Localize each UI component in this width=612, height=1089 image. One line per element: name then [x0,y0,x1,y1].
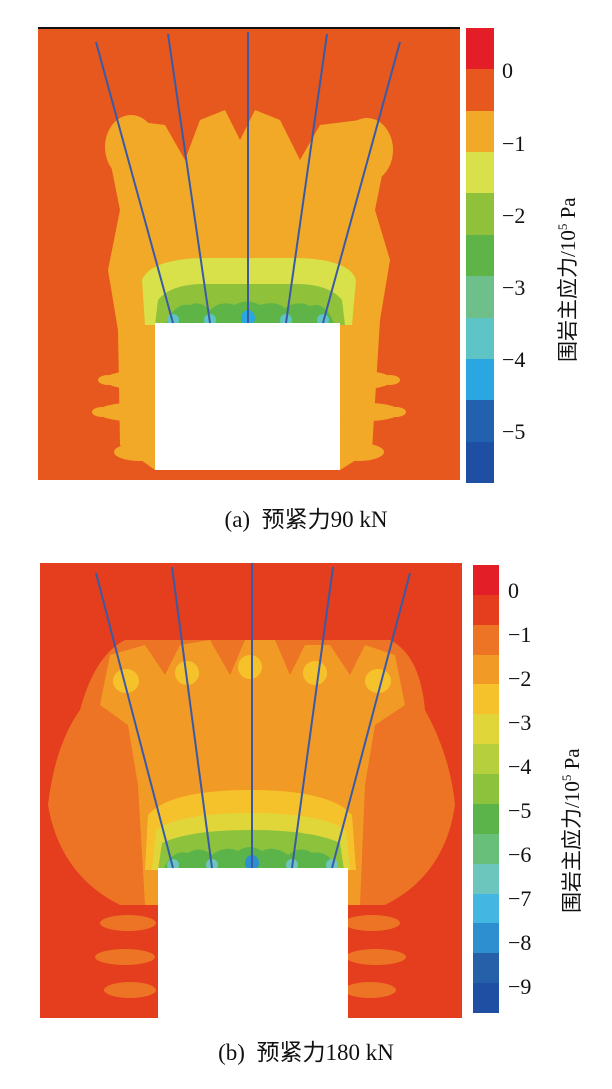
caption-a: (a) 预紧力90 kN [0,500,612,534]
colorbar-title-text: 围岩主应力/10 [560,781,584,913]
anchor-rod [291,566,334,869]
contour-striation [386,407,406,417]
colorbar-tick-label: −5 [508,797,532,823]
colorbar-segment [466,358,494,401]
contour-striation [332,443,384,461]
tunnel-opening [155,323,340,470]
colorbar-tick-label: −4 [508,754,532,780]
colorbar-title-exponent: 5 [555,223,570,231]
colorbar-title-b: 围岩主应力/105 Pa [556,748,586,913]
caption-text: 预紧力180 kN [256,1040,394,1065]
colorbar-tick-label: −2 [508,666,532,692]
contour-striation [344,982,396,998]
colorbar-b [473,565,499,1014]
contour-striation [98,403,162,421]
colorbar-segment [473,624,499,656]
contour-lobe-core [238,655,262,679]
colorbar-segment [466,28,494,70]
panel-label: (b) [218,1040,245,1065]
colorbar-title-a: 围岩主应力/105 Pa [552,197,582,362]
colorbar-segment [473,684,499,715]
colorbar-title-unit: Pa [560,748,584,770]
contour-striation [104,982,156,998]
anchor-rod [95,572,174,869]
colorbar-segment [466,441,494,484]
colorbar-tick-label: −6 [508,841,532,867]
colorbar-tick-label: −7 [508,885,532,911]
colorbar-segment [473,744,499,775]
colorbar-segment [473,863,499,895]
anchor-rod [171,566,213,869]
caption-b: (b) 预紧力180 kN [0,1033,612,1067]
colorbar-segment [466,317,494,360]
colorbar-segment [466,234,494,277]
colorbar-segment [473,893,499,924]
colorbar-segment [466,276,494,319]
colorbar-tick-label: −1 [508,622,532,648]
contour-lobe-left [105,115,157,179]
colorbar-tick-label: −2 [502,202,526,228]
colorbar-tick-label: −5 [502,419,526,445]
contour-striation [95,949,155,965]
colorbar-tick-label: −4 [502,347,526,373]
contour-striation [332,371,392,389]
colorbar-title-unit: Pa [556,197,580,219]
colorbar-tick-label: −3 [502,275,526,300]
contour-striation [114,443,166,461]
colorbar-segment [466,69,494,112]
colorbar-segment [473,594,499,626]
stress-contour-plot-a [38,27,460,480]
anchor-rod [331,572,411,869]
colorbar-segment [473,923,499,954]
colorbar-segment [466,110,494,153]
anchor-rod [95,41,174,324]
tunnel-opening [158,868,348,1018]
contour-lobe-core [365,669,391,693]
colorbar-tick-label: −9 [508,973,532,999]
colorbar-segment [473,953,499,984]
colorbar-segment [473,654,499,685]
contour-lobe-right [341,118,393,182]
anchor-rod [322,41,401,324]
contour-lobe-core [303,661,327,685]
chart-panel-a: 0 −1 −2 −3 −4 −5 围岩主应力/105 Pa (a) 预紧力90 kN [0,0,612,540]
colorbar-segment [473,714,499,745]
colorbar-segment [473,803,499,835]
contour-striation [336,403,400,421]
colorbar-tick-label: 0 [502,58,513,84]
colorbar-a [466,28,494,484]
contour-striation [380,375,400,385]
contour-striation [92,407,112,417]
colorbar-segment [473,774,499,805]
colorbar-tick-label: −3 [508,710,532,736]
colorbar-title-exponent: 5 [559,774,574,782]
contour-striation [105,371,165,389]
contour-striation [344,915,400,931]
colorbar-title-text: 围岩主应力/10 [556,230,580,362]
colorbar-segment [473,983,499,1014]
contour-lobe-core [113,669,139,693]
colorbar-segment [473,565,499,596]
anchor-rod [285,33,328,324]
anchor-rod [167,33,211,324]
contour-striation [346,949,406,965]
caption-text: 预紧力90 kN [261,507,388,532]
contour-striation [98,375,118,385]
chart-panel-b: 0 −1 −2 −3 −4 −5 −6 −7 −8 −9 围岩主应力/105 Pa (b) 预紧力… [0,545,612,1089]
colorbar-tick-label: −8 [508,929,532,955]
colorbar-segment [466,193,494,236]
colorbar-tick-label: −1 [502,130,526,156]
colorbar-segment [466,152,494,194]
panel-label: (a) [224,507,251,532]
contour-striation [100,915,156,931]
colorbar-tick-label: 0 [508,578,519,604]
colorbar-segment [466,400,494,443]
colorbar-segment [473,833,499,865]
stress-contour-plot-b [40,563,462,1018]
